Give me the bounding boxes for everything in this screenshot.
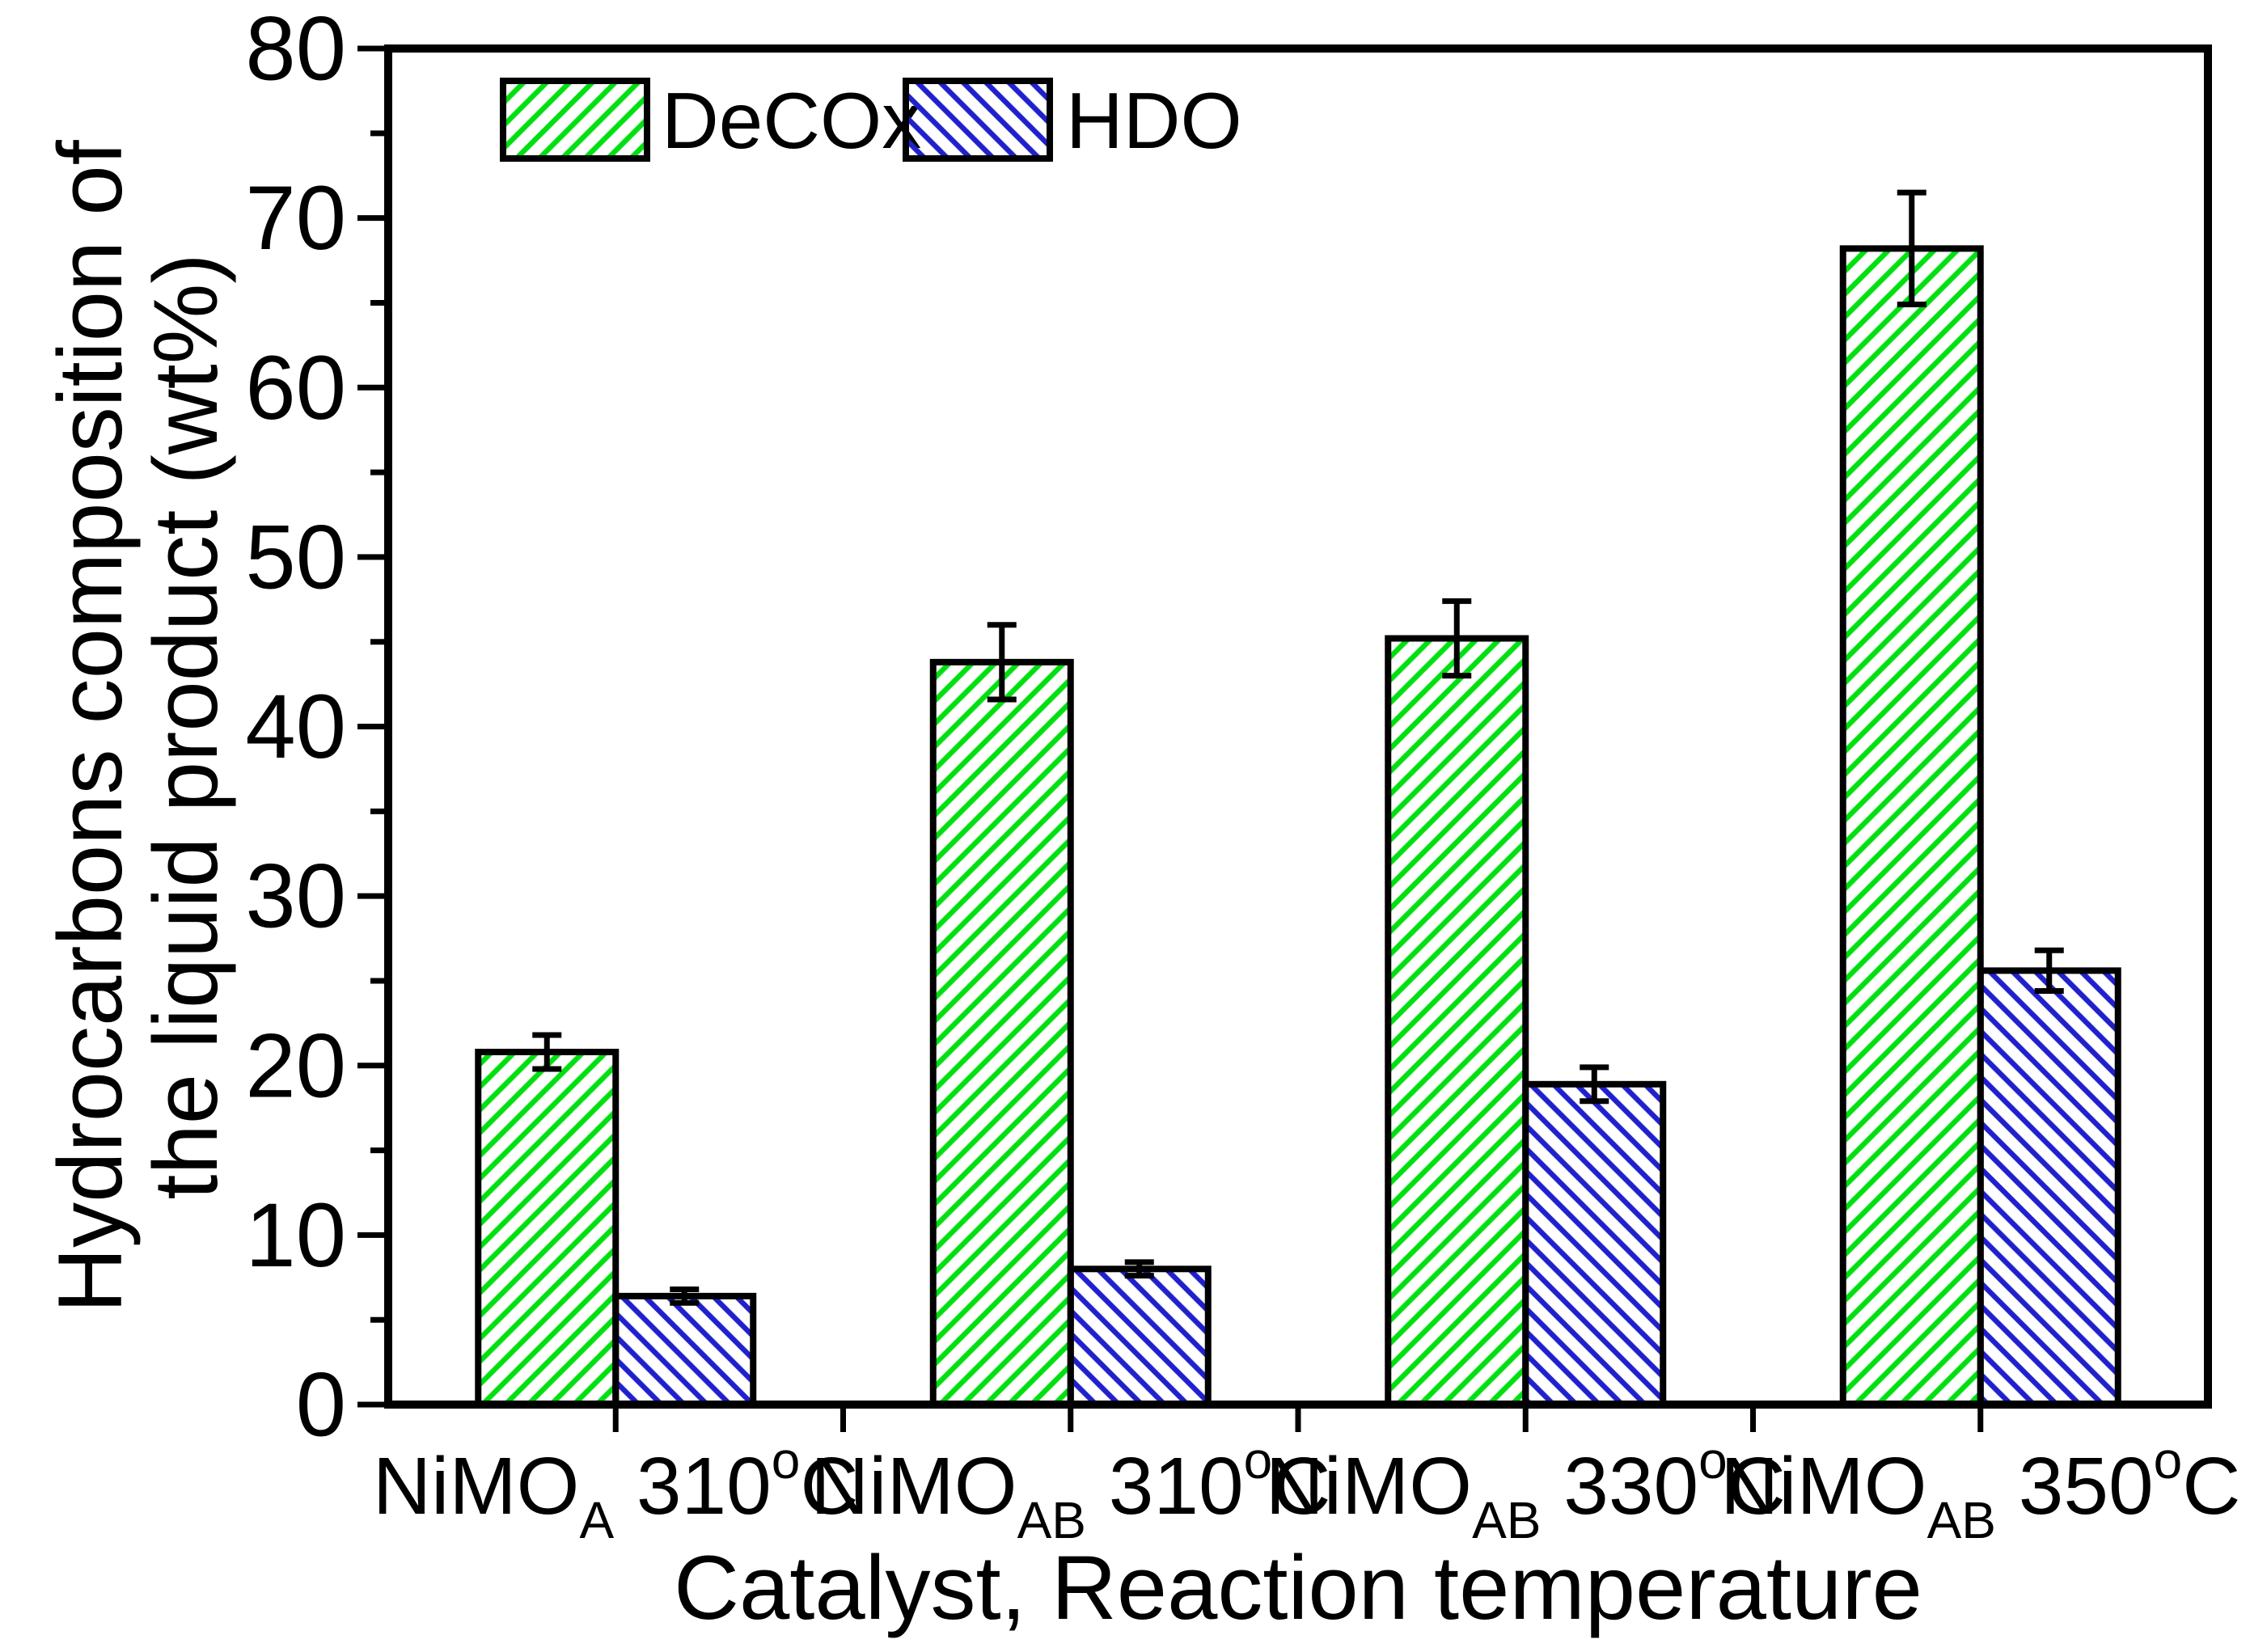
error-bar-hdo-3 [1580,1064,1609,1105]
y-tick-label: 0 [296,1354,346,1456]
legend-item-decox: DeCOx [500,76,921,165]
y-tick-label: 40 [245,676,346,777]
bar-decox-2 [929,658,1074,1408]
bar-hdo-2 [1067,1265,1212,1409]
bar-decox-4 [1839,245,1984,1408]
legend: DeCOx HDO [500,76,1242,165]
x-axis-title: Catalyst, Reaction temperature [674,1537,1922,1638]
error-bar-decox-2 [987,622,1017,703]
error-bar-hdo-1 [670,1286,700,1306]
x-category-label: NiMOAB 350oC [1720,1431,2240,1549]
y-axis-title: Hydrocarbons composition ofthe liquid pr… [40,139,236,1312]
y-tick-label: 50 [245,506,346,607]
x-category-label: NiMOAB 330oC [1266,1431,1786,1549]
y-tick-label: 10 [245,1185,346,1286]
error-bar-decox-4 [1897,189,1926,308]
error-bar-hdo-4 [2034,947,2064,995]
error-bar-decox-1 [532,1032,562,1072]
bar-hdo-1 [612,1292,757,1408]
x-category-label: NiMOA 310oC [373,1431,859,1549]
x-category-label: NiMOAB 310oC [810,1431,1330,1549]
y-tick-label: 80 [245,0,346,99]
bar-decox-3 [1385,635,1529,1408]
legend-label: DeCOx [662,76,921,165]
y-tick-label: 20 [245,1015,346,1116]
y-tick-label: 60 [245,337,346,438]
legend-swatch-hdo [903,78,1053,162]
y-tick-label: 70 [245,167,346,268]
legend-item-hdo: HDO [903,76,1242,165]
y-tick-label: 30 [245,846,346,947]
error-bar-decox-3 [1442,598,1472,679]
legend-swatch-decox [500,78,650,162]
legend-label: HDO [1066,76,1242,165]
bar-decox-1 [475,1048,620,1408]
error-bar-hdo-2 [1124,1259,1154,1279]
bar-hdo-4 [1977,967,2121,1408]
bar-hdo-3 [1522,1080,1667,1408]
